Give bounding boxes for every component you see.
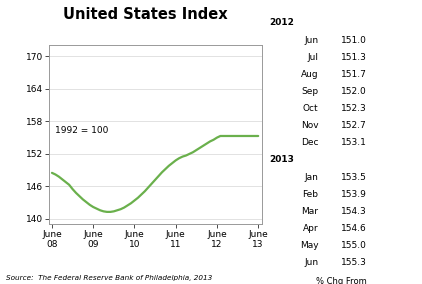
- Text: 151.0: 151.0: [341, 36, 367, 45]
- Text: Sep: Sep: [301, 87, 319, 96]
- Text: 152.0: 152.0: [341, 87, 367, 96]
- Text: 152.7: 152.7: [341, 121, 367, 130]
- Text: 153.5: 153.5: [341, 173, 367, 182]
- Text: 154.6: 154.6: [341, 224, 367, 233]
- Text: Jan: Jan: [305, 173, 319, 182]
- Text: Jul: Jul: [308, 53, 319, 62]
- Text: Dec: Dec: [301, 137, 319, 147]
- Text: Apr: Apr: [303, 224, 319, 233]
- Text: United States Index: United States Index: [63, 7, 228, 22]
- Text: Source:  The Federal Reserve Bank of Philadelphia, 2013: Source: The Federal Reserve Bank of Phil…: [6, 275, 213, 281]
- Text: Jun: Jun: [305, 36, 319, 45]
- Text: % Chg From: % Chg From: [316, 277, 367, 284]
- Text: 153.9: 153.9: [341, 190, 367, 199]
- Text: 155.0: 155.0: [341, 241, 367, 250]
- Text: 151.3: 151.3: [341, 53, 367, 62]
- Text: Oct: Oct: [303, 104, 319, 113]
- Text: 2013: 2013: [269, 155, 294, 164]
- Text: Jun: Jun: [305, 258, 319, 267]
- Text: 152.3: 152.3: [341, 104, 367, 113]
- Text: Mar: Mar: [302, 207, 319, 216]
- Text: Nov: Nov: [301, 121, 319, 130]
- Text: 1992 = 100: 1992 = 100: [55, 126, 109, 135]
- Text: 153.1: 153.1: [341, 137, 367, 147]
- Text: Feb: Feb: [303, 190, 319, 199]
- Text: 151.7: 151.7: [341, 70, 367, 79]
- Text: 154.3: 154.3: [341, 207, 367, 216]
- Text: 155.3: 155.3: [341, 258, 367, 267]
- Text: May: May: [300, 241, 319, 250]
- Text: 2012: 2012: [269, 18, 294, 28]
- Text: Aug: Aug: [301, 70, 319, 79]
